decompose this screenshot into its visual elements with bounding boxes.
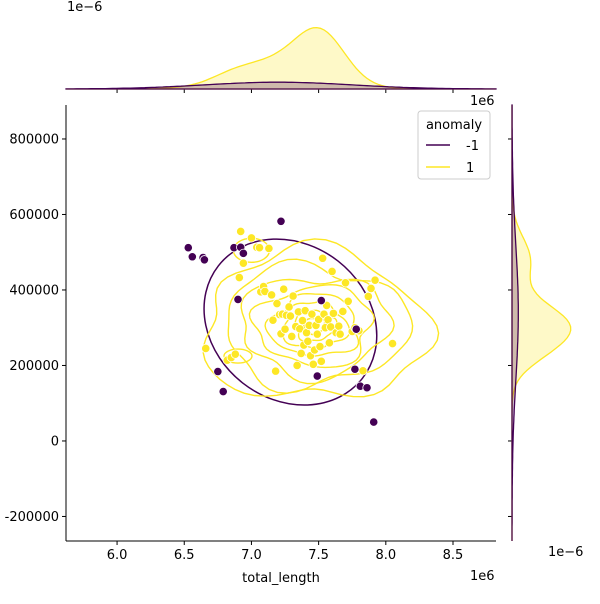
point-anomaly-pos: [234, 272, 244, 283]
point-anomaly-pos: [280, 324, 290, 334]
point-anomaly-pos: [284, 302, 294, 312]
legend: anomaly -1 1: [417, 110, 491, 180]
point-anomaly-pos: [327, 266, 337, 277]
point-anomaly-pos: [296, 348, 306, 358]
point-anomaly-pos: [338, 306, 348, 317]
point-anomaly-pos: [201, 343, 211, 354]
point-anomaly-pos: [292, 360, 302, 371]
right-top-offset-text: 1e6: [470, 94, 495, 109]
top-marginal-kde: [65, 26, 497, 93]
point-anomaly-pos: [358, 366, 368, 376]
scatter-points: [183, 216, 398, 427]
point-anomaly-pos: [312, 329, 322, 339]
x-tick-label: 7.5: [308, 548, 329, 563]
legend-box: [417, 110, 491, 180]
x-ticks: 6.0 6.5 7.0 7.5 8.0 8.5: [107, 541, 464, 563]
y-tick-label: -200000: [5, 510, 59, 525]
point-anomaly-neg: [276, 216, 286, 226]
y-tick-label: 800000: [9, 132, 59, 147]
point-anomaly-pos: [236, 226, 246, 237]
point-anomaly-pos: [366, 283, 376, 294]
x-axis-label: total_length: [242, 571, 320, 586]
point-anomaly-pos: [266, 290, 277, 300]
point-anomaly-neg: [351, 324, 361, 334]
point-anomaly-pos: [340, 278, 351, 288]
point-anomaly-pos: [287, 331, 297, 342]
legend-title: anomaly: [426, 118, 482, 133]
point-anomaly-neg: [369, 417, 379, 427]
point-anomaly-neg: [218, 386, 228, 397]
point-anomaly-pos: [308, 359, 318, 369]
x-offset-text: 1e6: [470, 569, 495, 584]
point-anomaly-pos: [264, 243, 274, 254]
x-tick-label: 7.0: [241, 548, 262, 563]
main-axes: [65, 105, 496, 542]
point-anomaly-pos: [334, 321, 344, 331]
point-anomaly-pos: [370, 275, 380, 285]
y-tick-label: 0: [51, 434, 59, 449]
point-anomaly-pos: [271, 366, 281, 376]
kde-contour-neg: [203, 238, 378, 406]
point-anomaly-pos: [238, 258, 248, 268]
point-anomaly-pos: [328, 308, 339, 318]
point-anomaly-neg: [238, 248, 248, 258]
top-marginal-pos: [66, 26, 496, 90]
top-marginal-neg: [65, 81, 497, 90]
x-tick-label: 6.0: [107, 548, 128, 563]
legend-label-neg: -1: [466, 139, 479, 154]
y-ticks: -200000 0 200000 400000 600000 800000: [5, 132, 66, 525]
point-anomaly-pos: [272, 298, 282, 309]
point-anomaly-pos: [297, 315, 308, 326]
right-marginal-offset-text: 1e−6: [548, 545, 583, 560]
point-anomaly-neg: [316, 295, 326, 306]
point-anomaly-pos: [303, 336, 313, 346]
x-tick-label: 6.5: [174, 548, 195, 563]
right-marginal-neg: [511, 104, 519, 541]
point-anomaly-pos: [254, 243, 265, 253]
kde-contour-pos: [240, 278, 395, 385]
kde-contour-pos: [248, 283, 376, 369]
right-marginal-pos: [511, 105, 572, 541]
point-anomaly-neg: [312, 371, 322, 381]
kde-contour-pos: [264, 292, 360, 357]
point-anomaly-neg: [233, 294, 243, 305]
point-anomaly-neg: [213, 366, 223, 377]
y-tick-label: 400000: [9, 283, 59, 298]
right-marginal-kde: [508, 104, 572, 541]
point-anomaly-neg: [187, 252, 197, 262]
kde-contour-pos: [202, 238, 440, 398]
point-anomaly-pos: [279, 284, 289, 294]
point-anomaly-pos: [288, 291, 298, 301]
legend-label-pos: 1: [466, 161, 474, 176]
point-anomaly-pos: [335, 329, 345, 339]
x-tick-label: 8.5: [443, 548, 464, 563]
point-anomaly-pos: [315, 341, 325, 352]
point-anomaly-pos: [343, 296, 353, 306]
y-tick-label: 600000: [9, 208, 59, 223]
point-anomaly-pos: [318, 253, 328, 263]
point-anomaly-neg: [350, 364, 360, 374]
point-anomaly-neg: [183, 243, 193, 253]
point-anomaly-pos: [268, 315, 278, 325]
point-anomaly-pos: [324, 338, 334, 348]
kde-contour-pos: [223, 348, 253, 364]
point-anomaly-pos: [363, 291, 373, 301]
point-anomaly-pos: [230, 349, 240, 359]
x-tick-label: 8.0: [375, 548, 396, 563]
point-anomaly-pos: [307, 309, 317, 319]
point-anomaly-pos: [285, 311, 296, 321]
point-anomaly-neg: [362, 383, 372, 393]
point-anomaly-neg: [199, 255, 210, 265]
kde-contour-pos: [227, 258, 414, 394]
top-marginal-offset-text: 1e−6: [67, 0, 102, 15]
point-anomaly-pos: [387, 338, 398, 349]
y-tick-label: 200000: [9, 359, 59, 374]
point-anomaly-pos: [316, 356, 326, 366]
point-anomaly-pos: [246, 233, 257, 243]
